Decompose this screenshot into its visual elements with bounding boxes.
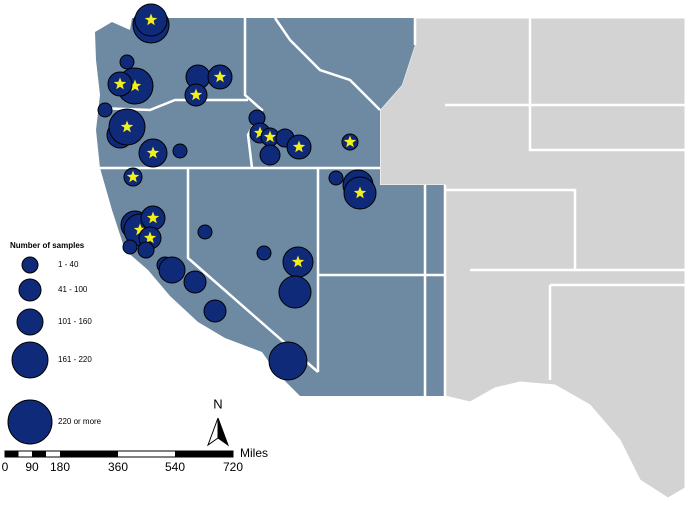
scale-segment	[5, 451, 19, 457]
site-star	[144, 13, 158, 26]
site-star	[146, 146, 160, 159]
site-star	[143, 231, 157, 244]
site-circle	[97, 102, 113, 118]
scale-label: 540	[165, 460, 185, 474]
north-arrow: N	[206, 396, 230, 447]
legend-title: Number of samples	[10, 241, 85, 250]
scale-segment	[32, 451, 46, 457]
legend-symbol	[18, 278, 42, 302]
site-star	[353, 186, 367, 199]
site-star	[343, 135, 357, 148]
site-circle	[268, 341, 308, 381]
site-star	[189, 88, 203, 101]
site-star	[213, 70, 227, 83]
western-states	[95, 18, 445, 396]
legend-symbol	[21, 256, 39, 274]
sample-sites	[97, 3, 377, 381]
site-star	[253, 126, 267, 139]
scale-label: 0	[2, 460, 9, 474]
scale-label: 180	[50, 460, 70, 474]
site-circle	[172, 143, 188, 159]
scale-segment	[175, 451, 233, 457]
legend-label: 1 - 40	[58, 260, 79, 269]
scale-label: 90	[25, 460, 39, 474]
site-star	[291, 255, 305, 268]
legend-label: 41 - 100	[58, 285, 88, 294]
north-label: N	[213, 396, 222, 411]
scale-unit: Miles	[240, 446, 268, 460]
site-circle	[158, 256, 186, 284]
site-star	[292, 140, 306, 153]
scale-label: 720	[223, 460, 243, 474]
north-arrow-right	[217, 417, 230, 447]
legend-label: 220 or more	[58, 417, 102, 426]
legend-symbol	[11, 341, 49, 379]
site-star	[133, 223, 147, 236]
legend-label: 161 - 220	[58, 355, 92, 364]
site-circle	[328, 170, 344, 186]
site-star	[113, 77, 127, 90]
site-circle	[203, 299, 227, 323]
site-star	[263, 130, 277, 143]
site-circle	[197, 224, 213, 240]
site-circle	[256, 245, 272, 261]
site-circle	[278, 275, 312, 309]
legend: Number of samples 1 - 40 41 - 100 101 - 16…	[7, 241, 102, 445]
site-circle	[259, 144, 281, 166]
site-star	[146, 211, 160, 224]
site-star	[120, 120, 134, 133]
legend-label: 101 - 160	[58, 317, 92, 326]
scale-bar: Miles 0 90 180 360 540 720	[2, 446, 268, 474]
site-star	[128, 79, 142, 92]
site-circle	[137, 241, 155, 259]
legend-symbol	[16, 308, 44, 336]
scale-segment	[60, 451, 118, 457]
legend-symbol	[7, 399, 53, 445]
site-circle	[183, 270, 207, 294]
site-circle	[122, 239, 138, 255]
site-star	[126, 170, 140, 183]
site-circle	[119, 54, 135, 70]
scale-label: 360	[108, 460, 128, 474]
state-borders	[95, 17, 685, 396]
